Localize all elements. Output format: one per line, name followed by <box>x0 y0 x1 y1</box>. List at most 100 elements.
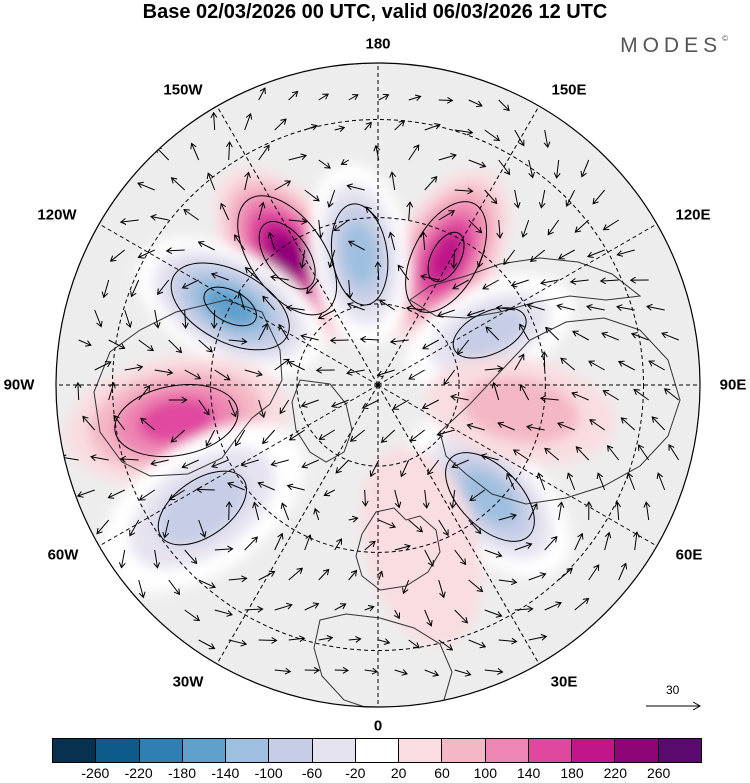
wind-arrow-icon <box>575 446 590 461</box>
wind-arrow-icon <box>162 519 170 539</box>
colorbar-tick-label: 20 <box>390 765 407 781</box>
colorbar-tick-label: -20 <box>345 765 366 781</box>
wind-arrow-icon <box>228 575 248 583</box>
wind-arrow-icon <box>452 279 469 290</box>
wind-arrow-icon <box>168 396 188 404</box>
modes-logo: MODES© <box>620 34 728 58</box>
wind-arrow-icon <box>376 570 384 581</box>
wind-arrow-icon <box>258 636 278 644</box>
wind-arrow-icon <box>574 532 584 551</box>
wind-arrow-icon <box>408 639 420 649</box>
wind-arrow-icon <box>536 472 546 491</box>
wind-arrow-icon <box>235 429 246 447</box>
wind-arrow-icon <box>438 153 457 161</box>
wind-arrow-icon <box>480 453 499 461</box>
wind-arrow-icon <box>521 219 530 238</box>
wind-arrow-icon <box>436 429 455 437</box>
wind-arrow-icon <box>119 455 139 463</box>
colorbar-swatch <box>528 739 573 762</box>
wind-arrow-icon <box>94 309 103 328</box>
wind-arrow-icon <box>280 502 290 521</box>
asia-coastline <box>439 317 681 505</box>
wind-arrow-icon <box>210 272 229 281</box>
wind-arrow-icon <box>388 231 396 251</box>
wind-arrow-icon <box>214 369 231 381</box>
wind-arrow-icon <box>468 219 483 234</box>
wind-arrow-icon <box>244 112 253 131</box>
wind-arrow-icon <box>150 459 169 467</box>
wind-arrow-icon <box>438 96 454 104</box>
wind-arrow-icon <box>409 429 426 442</box>
colorbar-tick-label: 220 <box>603 765 628 781</box>
wind-arrow-icon <box>210 111 218 131</box>
wind-arrow-icon <box>138 339 154 352</box>
wind-arrow-icon <box>267 231 276 251</box>
wind-arrow-icon <box>197 241 215 251</box>
wind-arrow-icon <box>274 358 290 371</box>
wind-arrow-icon <box>228 399 237 418</box>
wind-arrow-icon <box>359 335 379 343</box>
wind-arrow-icon <box>420 273 439 281</box>
wind-arrow-icon <box>330 399 349 408</box>
wind-arrow-icon <box>633 531 640 551</box>
wind-arrow-icon <box>454 669 472 677</box>
wind-arrow-icon <box>82 415 96 431</box>
wind-arrow-icon <box>424 123 441 131</box>
wind-arrow-icon <box>288 153 308 161</box>
wind-arrow-icon <box>206 172 216 191</box>
label-150w: 150W <box>163 81 203 99</box>
wind-arrow-icon <box>168 579 181 596</box>
wind-arrow-icon <box>427 459 440 476</box>
colorbar-tick-label: -60 <box>301 765 323 781</box>
wind-arrow-icon <box>348 515 359 523</box>
label-0: 0 <box>373 717 383 735</box>
wind-arrow-icon <box>184 609 201 622</box>
colorbar-tick-label: -260 <box>81 765 110 781</box>
wind-arrow-icon <box>364 667 379 675</box>
wind-arrow-icon <box>138 579 146 599</box>
meridian-line <box>216 105 379 386</box>
anomaly-contour <box>114 384 239 458</box>
wind-arrow-icon <box>389 338 409 345</box>
wind-arrow-icon <box>394 489 402 509</box>
wind-arrow-icon <box>365 206 380 221</box>
wind-arrow-icon <box>469 489 485 502</box>
wind-arrow-icon <box>526 302 545 311</box>
wind-arrow-icon <box>519 384 530 401</box>
wind-arrow-icon <box>364 605 375 612</box>
wind-arrow-icon <box>558 249 575 260</box>
colorbar-tick-label: -220 <box>124 765 153 781</box>
wind-vectors <box>59 87 680 677</box>
wind-arrow-icon <box>614 501 622 521</box>
wind-arrow-icon <box>124 364 144 372</box>
wind-arrow-icon <box>629 276 649 284</box>
wind-arrow-icon <box>76 489 95 498</box>
wind-arrow-icon <box>228 337 248 345</box>
wind-arrow-icon <box>304 666 321 674</box>
wind-arrow-icon <box>454 187 474 195</box>
colorbar-tick-label: 260 <box>646 765 671 781</box>
wind-arrow-icon <box>484 609 503 618</box>
colorbar-swatch <box>269 739 313 762</box>
wind-arrow-icon <box>514 542 533 551</box>
anomaly-contours <box>114 195 535 546</box>
label-30e: 30E <box>550 673 578 691</box>
wind-arrow-icon <box>108 339 126 350</box>
wind-arrow-icon <box>109 249 126 262</box>
meridian-line <box>377 384 658 547</box>
wind-arrow-icon <box>406 201 414 221</box>
colorbar-tick-label: 60 <box>434 765 450 781</box>
wind-arrow-icon <box>450 249 458 269</box>
wind-arrow-icon <box>630 332 649 341</box>
wind-arrow-icon <box>244 536 258 551</box>
wind-arrow-icon <box>234 234 246 251</box>
wind-arrow-icon <box>195 486 215 494</box>
wind-arrow-icon <box>514 129 525 147</box>
wind-arrow-icon <box>378 299 395 311</box>
wind-arrow-icon <box>181 459 199 469</box>
wind-arrow-icon <box>514 605 534 613</box>
wind-arrow-icon <box>349 429 366 442</box>
wind-arrow-icon <box>513 189 521 209</box>
wind-arrow-icon <box>476 249 486 268</box>
